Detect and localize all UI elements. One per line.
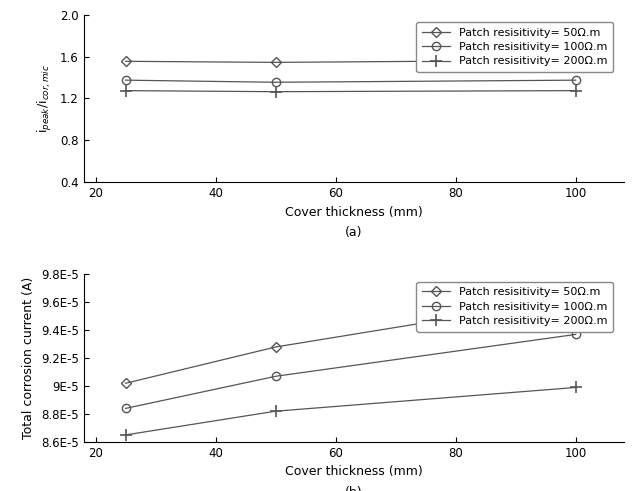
Line: Patch resisitivity= 100Ω.m: Patch resisitivity= 100Ω.m: [122, 330, 580, 412]
Patch resisitivity= 100Ω.m: [122, 406, 129, 411]
Patch resisitivity= 50Ω.m: [122, 58, 129, 64]
Patch resisitivity= 100Ω.m: [272, 80, 280, 85]
Patch resisitivity= 200Ω.m: [122, 88, 129, 94]
Title: (b): (b): [345, 486, 363, 491]
Line: Patch resisitivity= 200Ω.m: Patch resisitivity= 200Ω.m: [120, 84, 582, 98]
Line: Patch resisitivity= 200Ω.m: Patch resisitivity= 200Ω.m: [120, 381, 582, 441]
Patch resisitivity= 100Ω.m: [572, 331, 579, 337]
Patch resisitivity= 50Ω.m: [572, 295, 579, 301]
Title: (a): (a): [345, 226, 363, 239]
Legend: Patch resisitivity= 50Ω.m, Patch resisitivity= 100Ω.m, Patch resisitivity= 200Ω.: Patch resisitivity= 50Ω.m, Patch resisit…: [417, 282, 613, 331]
Patch resisitivity= 100Ω.m: [572, 77, 579, 83]
Patch resisitivity= 200Ω.m: [572, 88, 579, 94]
Line: Patch resisitivity= 100Ω.m: Patch resisitivity= 100Ω.m: [122, 76, 580, 86]
Patch resisitivity= 50Ω.m: [272, 59, 280, 65]
Y-axis label: Total corrosion current (A): Total corrosion current (A): [23, 277, 35, 439]
Y-axis label: i$_{peak}$/i$_{cor,mic}$: i$_{peak}$/i$_{cor,mic}$: [37, 64, 55, 133]
Patch resisitivity= 50Ω.m: [272, 344, 280, 350]
Patch resisitivity= 100Ω.m: [272, 373, 280, 379]
Patch resisitivity= 50Ω.m: [122, 381, 129, 386]
Patch resisitivity= 200Ω.m: [122, 432, 129, 438]
Patch resisitivity= 200Ω.m: [272, 89, 280, 95]
X-axis label: Cover thickness (mm): Cover thickness (mm): [285, 206, 422, 218]
Patch resisitivity= 50Ω.m: [572, 57, 579, 63]
Patch resisitivity= 100Ω.m: [122, 77, 129, 83]
Line: Patch resisitivity= 50Ω.m: Patch resisitivity= 50Ω.m: [122, 295, 579, 387]
Line: Patch resisitivity= 50Ω.m: Patch resisitivity= 50Ω.m: [122, 57, 579, 66]
Patch resisitivity= 200Ω.m: [572, 384, 579, 390]
Legend: Patch resisitivity= 50Ω.m, Patch resisitivity= 100Ω.m, Patch resisitivity= 200Ω.: Patch resisitivity= 50Ω.m, Patch resisit…: [417, 22, 613, 72]
X-axis label: Cover thickness (mm): Cover thickness (mm): [285, 465, 422, 478]
Patch resisitivity= 200Ω.m: [272, 408, 280, 414]
